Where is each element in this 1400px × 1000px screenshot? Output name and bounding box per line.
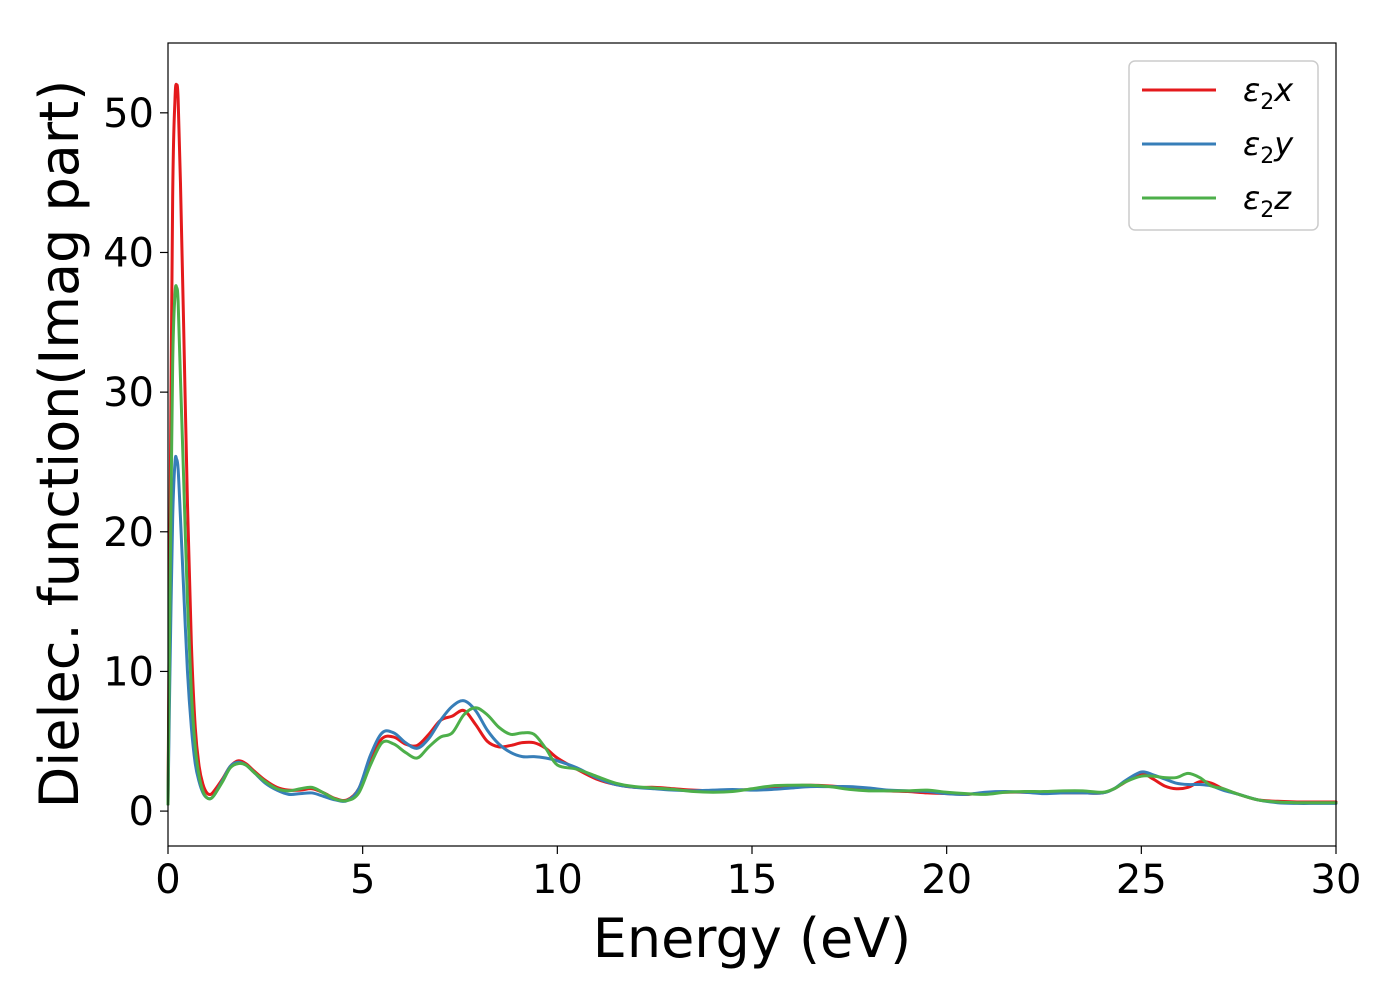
legend-box (1128, 60, 1319, 231)
x-tick-label: 30 (1311, 857, 1362, 903)
y-tick-label: 50 (103, 91, 154, 137)
x-tick-label: 15 (727, 857, 778, 903)
plot-frame (167, 42, 1337, 847)
series-line-z (166, 284, 1338, 806)
y-tick-label: 40 (103, 230, 154, 276)
legend-entry-y: ε2y (1243, 125, 1294, 169)
x-axis-ticks: 0 5 10 15 20 25 30 (155, 846, 1361, 903)
x-tick-label: 20 (921, 857, 972, 903)
y-tick-label: 0 (129, 789, 154, 835)
y-axis-label: Dielec. function(Imag part) (28, 80, 91, 809)
x-tick-label: 10 (532, 857, 583, 903)
y-axis-ticks: 0 10 20 30 40 50 (103, 91, 168, 835)
y-tick-label: 10 (103, 649, 154, 695)
x-tick-label: 25 (1116, 857, 1167, 903)
y-tick-label: 30 (103, 370, 154, 416)
legend-entry-z: ε2z (1243, 179, 1292, 223)
y-tick-label: 20 (103, 510, 154, 556)
x-tick-label: 5 (350, 857, 375, 903)
legend-entry-x: ε2x (1243, 71, 1294, 115)
series-lines (166, 82, 1338, 806)
x-tick-label: 0 (155, 857, 180, 903)
legend: ε2x ε2y ε2z (1128, 60, 1319, 231)
x-axis-label: Energy (eV) (593, 907, 912, 970)
